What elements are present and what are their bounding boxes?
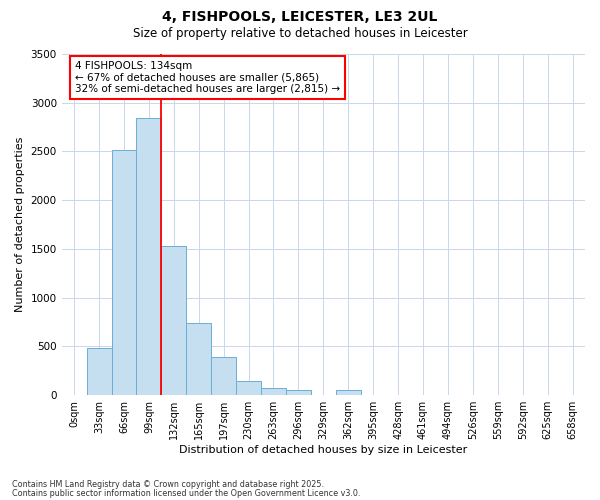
Bar bbox=[86, 348, 112, 395]
Bar bbox=[161, 246, 186, 395]
Bar bbox=[186, 323, 211, 395]
X-axis label: Distribution of detached houses by size in Leicester: Distribution of detached houses by size … bbox=[179, 445, 467, 455]
Bar bbox=[261, 388, 286, 395]
Text: Size of property relative to detached houses in Leicester: Size of property relative to detached ho… bbox=[133, 28, 467, 40]
Y-axis label: Number of detached properties: Number of detached properties bbox=[15, 137, 25, 312]
Bar bbox=[211, 357, 236, 395]
Bar bbox=[236, 381, 261, 395]
Text: 4 FISHPOOLS: 134sqm
← 67% of detached houses are smaller (5,865)
32% of semi-det: 4 FISHPOOLS: 134sqm ← 67% of detached ho… bbox=[75, 61, 340, 94]
Bar bbox=[136, 118, 161, 395]
Bar bbox=[112, 150, 136, 395]
Text: Contains HM Land Registry data © Crown copyright and database right 2025.: Contains HM Land Registry data © Crown c… bbox=[12, 480, 324, 489]
Text: Contains public sector information licensed under the Open Government Licence v3: Contains public sector information licen… bbox=[12, 488, 361, 498]
Text: 4, FISHPOOLS, LEICESTER, LE3 2UL: 4, FISHPOOLS, LEICESTER, LE3 2UL bbox=[163, 10, 437, 24]
Bar bbox=[286, 390, 311, 395]
Bar bbox=[336, 390, 361, 395]
